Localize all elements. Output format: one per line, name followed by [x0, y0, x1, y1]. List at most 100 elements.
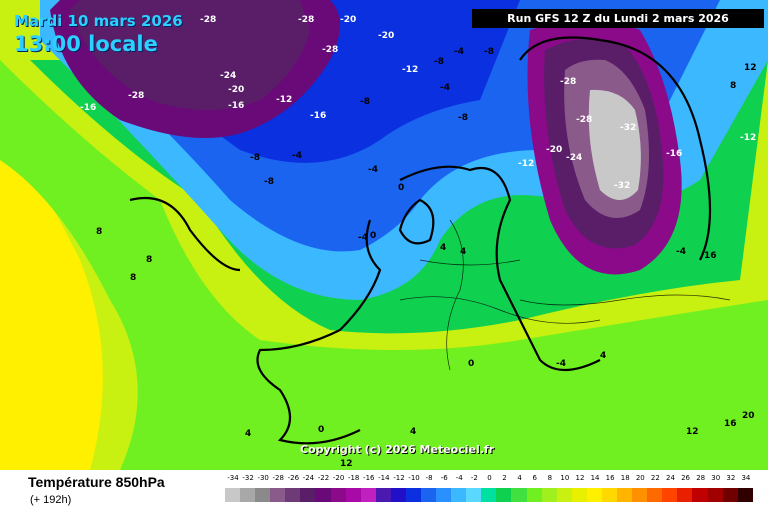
scale-value-label: -34: [227, 474, 239, 482]
scale-value-label: -12: [393, 474, 405, 482]
model-run-label: Run GFS 12 Z du Lundi 2 mars 2026: [472, 9, 764, 28]
scale-value-label: 12: [575, 474, 585, 482]
scale-value-label: -24: [302, 474, 315, 482]
scale-value-label: 22: [650, 474, 660, 482]
scale-value-label: -20: [332, 474, 345, 482]
scale-swatch: [451, 488, 467, 502]
isotherm-label: -8: [484, 47, 494, 57]
scale-value-label: -14: [378, 474, 390, 482]
scale-swatch: [300, 488, 316, 502]
scale-swatch: [617, 488, 633, 502]
scale-value-label: -4: [455, 474, 463, 482]
isotherm-label: 20: [742, 411, 755, 421]
isotherm-label: 8: [146, 255, 152, 265]
scale-value-label: 16: [605, 474, 615, 482]
scale-value-label: -32: [242, 474, 254, 482]
isotherm-label: -28: [576, 115, 592, 125]
isotherm-label: -8: [250, 153, 260, 163]
isotherm-label: -20: [378, 31, 394, 41]
scale-swatch: [526, 488, 542, 502]
isotherm-label: 4: [440, 243, 446, 253]
scale-value-label: 18: [620, 474, 630, 482]
isotherm-label: -32: [620, 123, 636, 133]
legend-bar: Température 850hPa (+ 192h) -34 -32 -30 -28…: [0, 470, 768, 512]
isotherm-label: -32: [614, 181, 630, 191]
scale-swatch: [496, 488, 512, 502]
scale-value-label: -6: [440, 474, 448, 482]
isotherm-label: 12: [686, 427, 699, 437]
scale-swatch: [571, 488, 587, 502]
scale-swatch: [436, 488, 452, 502]
isotherm-label: -8: [458, 113, 468, 123]
scale-swatch: [375, 488, 391, 502]
cold-core-west-inner: [70, 0, 310, 110]
isotherm-label: 8: [730, 81, 736, 91]
scale-value-label: 24: [666, 474, 675, 482]
isotherm-label: -4: [440, 83, 450, 93]
scale-swatch: [511, 488, 527, 502]
scale-swatch: [647, 488, 663, 502]
scale-value-label: 2: [502, 474, 507, 482]
scale-swatch: [481, 488, 497, 502]
isotherm-label: 0: [370, 231, 376, 241]
scale-swatch: [466, 488, 482, 502]
temperature-map: -28 -28 -20 -20 -28 -16 -28 -24 -20 -16 -12 -16 -12 -…: [0, 0, 768, 470]
country-borders: [399, 219, 731, 371]
scale-swatch: [240, 488, 256, 502]
isotherm-labels: -28 -28 -20 -20 -28 -16 -28 -24 -20 -16 -12 -16 -12 -…: [80, 15, 757, 469]
isotherm-label: -4: [358, 233, 368, 243]
color-scale: [225, 488, 753, 502]
isotherm-label: -28: [128, 91, 144, 101]
copyright-text: Copyright (c) 2026 Meteociel.fr: [300, 443, 495, 456]
isotherm-label: 4: [460, 247, 466, 257]
isotherm-label: -4: [292, 151, 302, 161]
scale-value-label: 28: [696, 474, 706, 482]
yellow-zone-atlantic: [0, 120, 103, 470]
scale-swatch: [632, 488, 648, 502]
scale-swatch: [601, 488, 618, 502]
isotherm-label: 0: [318, 425, 324, 435]
isotherm-label: -12: [518, 159, 534, 169]
scale-value-label: -30: [257, 474, 269, 482]
isotherm-label: -28: [560, 77, 576, 87]
scale-value-label: -2: [470, 474, 478, 482]
isotherm-label: 0: [398, 183, 404, 193]
scale-value-label: -22: [317, 474, 330, 482]
scale-swatch: [677, 488, 693, 502]
isotherm-label: 4: [410, 427, 416, 437]
isotherm-label: -28: [322, 45, 338, 55]
scale-swatch: [270, 488, 286, 502]
variable-title: Température 850hPa: [28, 474, 165, 490]
isotherm-label: 0: [468, 359, 474, 369]
isotherm-label: -16: [666, 149, 682, 159]
isotherm-label: -24: [220, 71, 236, 81]
coastlines: [129, 36, 712, 445]
isotherm-label: -12: [276, 95, 292, 105]
scale-value-label: -28: [272, 474, 284, 482]
scale-value-label: 6: [532, 474, 537, 482]
isotherm-label: -8: [264, 177, 274, 187]
isotherm-label: 16: [724, 419, 737, 429]
scale-value-label: -18: [347, 474, 360, 482]
cold-core-east-32: [588, 89, 641, 200]
isotherm-label: -16: [80, 103, 96, 113]
isotherm-label: -16: [310, 111, 326, 121]
isotherm-label: -4: [368, 165, 378, 175]
scale-swatch: [662, 488, 678, 502]
lead-time: (+ 192h): [30, 494, 72, 506]
isotherm-label: -8: [360, 97, 370, 107]
scale-value-label: 14: [590, 474, 600, 482]
forecast-local-time: 13:00 locale: [14, 32, 158, 56]
scale-swatch: [707, 488, 723, 502]
scale-swatch: [421, 488, 437, 502]
green-zone: [0, 60, 768, 470]
isotherm-label: -20: [546, 145, 562, 155]
scale-value-label: -26: [287, 474, 300, 482]
scale-value-label: 34: [741, 474, 751, 482]
isotherm-label: 12: [340, 459, 353, 469]
isotherm-label: -12: [402, 65, 418, 75]
isotherm-label: -28: [298, 15, 314, 25]
scale-value-label: 8: [547, 474, 553, 482]
scale-value-label: 10: [560, 474, 570, 482]
